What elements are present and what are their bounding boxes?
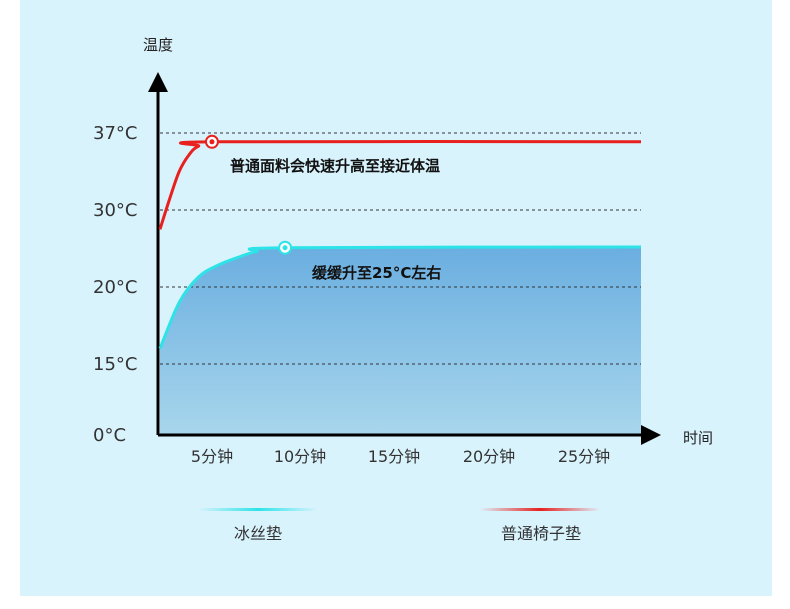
ice-silk-area-fill xyxy=(160,247,641,435)
x-axis-arrow xyxy=(641,425,661,445)
annotation-ordinary-cushion: 普通面料会快速升高至接近体温 xyxy=(230,157,440,175)
x-tick-label: 25分钟 xyxy=(558,447,610,466)
x-tick-label: 5分钟 xyxy=(191,447,233,466)
x-tick-label: 15分钟 xyxy=(368,447,420,466)
x-tick-label: 20分钟 xyxy=(463,447,515,466)
y-tick-label: 37°C xyxy=(93,123,137,144)
y-tick-label: 0°C xyxy=(93,425,126,446)
y-tick-label: 30°C xyxy=(93,200,137,221)
legend-swatch-ice-silk xyxy=(198,508,318,511)
y-tick-label: 20°C xyxy=(93,277,137,298)
x-axis-title: 时间 xyxy=(683,429,713,447)
legend-label-ice-silk: 冰丝垫 xyxy=(234,524,282,543)
legend-swatch-ordinary-cushion xyxy=(480,508,600,511)
series-marker-dot xyxy=(282,245,288,251)
annotation-ice-silk: 缓缓升至25°C左右 xyxy=(312,264,441,282)
y-axis-arrow xyxy=(148,72,168,92)
legend-label-ordinary-cushion: 普通椅子垫 xyxy=(501,524,581,543)
series-marker-dot xyxy=(209,139,215,145)
x-tick-label: 10分钟 xyxy=(274,447,326,466)
y-axis-title: 温度 xyxy=(143,36,173,54)
series-line-ordinary-cushion xyxy=(158,139,642,230)
y-tick-label: 15°C xyxy=(93,354,137,375)
series-line-ice-silk xyxy=(158,245,642,350)
